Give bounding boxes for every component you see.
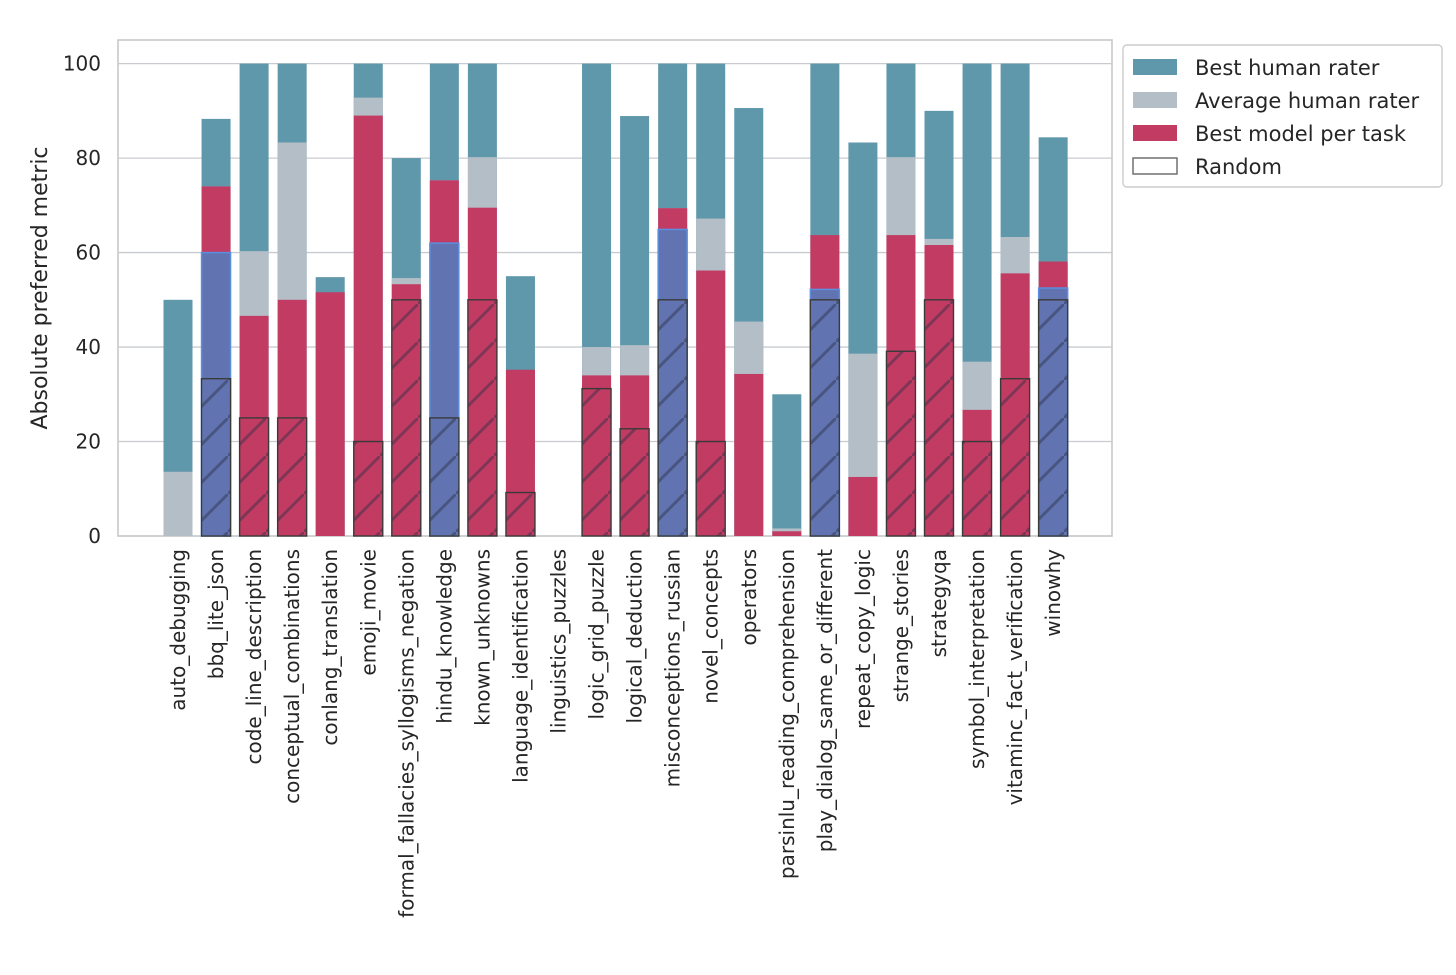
bar-random — [581, 387, 612, 537]
x-tick-label: auto_debugging — [166, 549, 190, 711]
legend-label: Average human rater — [1195, 89, 1419, 113]
legend-frame — [1122, 44, 1443, 188]
bar-random-hatch — [277, 417, 307, 536]
bar-random-hatch — [582, 388, 612, 536]
bar-best-model — [772, 531, 802, 536]
x-tick-label: symbol_interpretation — [965, 549, 989, 769]
bar-random-hatch — [467, 299, 497, 536]
y-axis-title: Absolute preferred metric — [28, 146, 53, 429]
bar-random — [429, 417, 460, 537]
x-tick-label: conceptual_combinations — [280, 549, 304, 804]
x-tick-label: emoji_movie — [356, 549, 380, 676]
bar-random-hatch — [886, 351, 916, 536]
bar-random-hatch — [353, 441, 383, 536]
y-tick-label: 40 — [76, 335, 101, 359]
x-tick-label: language_identification — [508, 549, 532, 783]
bar-random — [200, 377, 232, 537]
bar-random — [695, 440, 726, 537]
bar-random — [999, 377, 1031, 537]
legend-label: Best human rater — [1195, 56, 1380, 80]
y-tick-label: 60 — [76, 241, 101, 265]
bar-random — [923, 299, 955, 537]
x-tick-label: bbq_lite_json — [204, 549, 228, 679]
bar-random-hatch — [810, 299, 840, 536]
x-tick-label: winowhy — [1041, 549, 1065, 637]
bar-random-hatch — [1000, 378, 1030, 536]
y-tick-label: 0 — [88, 524, 101, 548]
bar-random — [238, 417, 270, 537]
legend-swatch — [1133, 59, 1177, 75]
bar-best-model — [734, 373, 764, 536]
bar-random — [505, 491, 536, 537]
legend-label: Random — [1195, 155, 1282, 179]
bar-random-hatch — [1038, 299, 1068, 536]
legend-swatch — [1133, 125, 1177, 141]
x-tick-label: vitaminc_fact_verification — [1003, 549, 1027, 805]
bar-random-hatch — [924, 299, 954, 536]
x-tick-label: formal_fallacies_syllogisms_negation — [394, 549, 418, 918]
bar-random-hatch — [620, 428, 650, 536]
x-tick-labels: auto_debugging bbq_lite_json code_line_des… — [166, 549, 1065, 918]
x-tick-label: code_line_description — [242, 549, 266, 765]
bar-best-human — [772, 394, 802, 536]
legend-swatch — [1132, 157, 1178, 175]
bar-random-hatch — [658, 299, 688, 536]
x-tick-label: novel_concepts — [699, 549, 723, 704]
bar-random — [961, 440, 993, 537]
bar-best-model — [315, 292, 345, 536]
x-tick-label: known_unknowns — [470, 549, 494, 726]
x-tick-label: parsinlu_reading_comprehension — [775, 549, 799, 879]
bars — [163, 63, 1069, 537]
legend-label: Best model per task — [1195, 122, 1407, 146]
bar-random-hatch — [391, 299, 421, 536]
legend-swatch — [1133, 92, 1177, 108]
bar-random — [276, 417, 308, 537]
y-tick-label: 100 — [63, 52, 101, 76]
x-tick-label: operators — [737, 549, 761, 645]
bar-random — [391, 299, 422, 537]
bar-random-hatch — [201, 378, 231, 536]
x-tick-label: linguistics_puzzles — [547, 549, 571, 734]
x-tick-label: logic_grid_puzzle — [585, 549, 609, 719]
x-tick-label: hindu_knowledge — [432, 549, 456, 724]
bar-average-human — [163, 471, 193, 536]
x-tick-label: strange_stories — [889, 549, 913, 702]
x-tick-label: logical_deduction — [623, 549, 647, 724]
bar-random-hatch — [962, 441, 992, 536]
bar-random — [467, 299, 498, 537]
x-tick-label: conlang_translation — [318, 549, 342, 746]
x-tick-label: strategyqa — [927, 549, 951, 657]
bar-best-model — [848, 476, 878, 536]
y-tick-label: 20 — [76, 430, 101, 454]
bar-random — [353, 440, 384, 537]
x-tick-label: play_dialog_same_or_different — [813, 549, 837, 852]
x-tick-label: repeat_copy_logic — [851, 549, 875, 729]
bar-random-hatch — [505, 492, 535, 536]
y-tick-labels: 0 20 40 60 80 100 — [63, 52, 101, 548]
bar-random — [657, 299, 688, 537]
bar-random — [809, 299, 841, 537]
bar-random-hatch — [696, 441, 726, 536]
bar-random-hatch — [429, 417, 459, 536]
y-tick-label: 80 — [76, 146, 101, 170]
bar-random — [1037, 299, 1069, 537]
legend: Best human rater Average human rater Best … — [1122, 44, 1443, 188]
bar-random-hatch — [239, 417, 269, 536]
bar-random — [885, 350, 917, 537]
x-tick-label: misconceptions_russian — [661, 549, 685, 787]
bar-random — [619, 428, 650, 537]
